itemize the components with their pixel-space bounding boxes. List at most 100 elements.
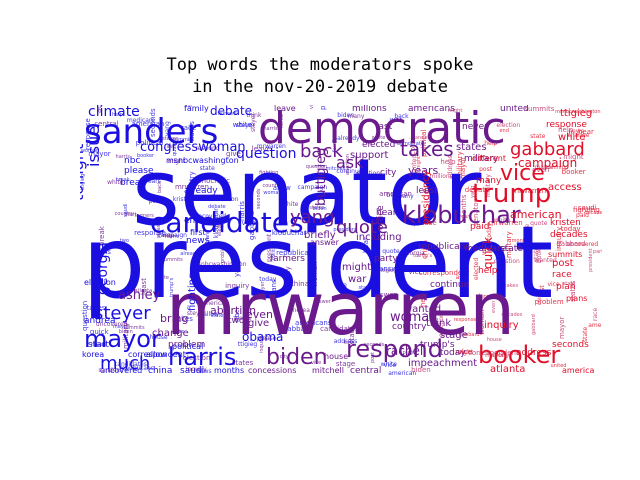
filler-word: vice [383, 361, 397, 369]
word-presidency: presidency [421, 170, 432, 225]
word-including: including [356, 232, 402, 243]
filler-word: state [161, 233, 175, 240]
filler-word: sanders [412, 134, 432, 141]
word-andrea: andrea [84, 316, 116, 326]
filler-word: today [560, 224, 581, 233]
word-democratic: democratic [258, 105, 506, 154]
filler-word: news [568, 127, 584, 135]
filler-word: might [563, 153, 584, 162]
word-americans: americans [408, 105, 455, 114]
filler-word: correspondent [468, 349, 519, 358]
filler-word: vice [457, 347, 473, 356]
filler-word: states [358, 285, 374, 292]
word-issue: issue [84, 125, 103, 167]
filler-word: country [262, 182, 282, 189]
filler-word: republicans [119, 364, 154, 372]
filler-word: ask [166, 143, 176, 150]
filler-word: response [453, 316, 477, 323]
word-political: political [172, 342, 204, 351]
filler-word: question [305, 163, 328, 170]
filler-word: decades [584, 210, 602, 217]
filler-word: inquiry [225, 281, 250, 290]
word-white: white [558, 132, 586, 143]
word-ttigieg: ttigieg [560, 108, 593, 119]
word-race: race [552, 270, 572, 280]
filler-word: even [532, 165, 550, 174]
filler-word: mrwarren [512, 186, 547, 195]
word-election: election [84, 278, 116, 287]
word-end: end [184, 216, 201, 226]
word-house: house [324, 352, 349, 361]
filler-word: kristen [172, 196, 194, 204]
word-debate: debate [210, 105, 253, 118]
filler-word: america [200, 300, 225, 308]
filler-word: american [388, 369, 417, 376]
word-president: president [82, 204, 554, 321]
word-medicare: medicare [464, 244, 507, 254]
filler-word: vice [241, 219, 256, 228]
filler-word: might [447, 107, 463, 114]
filler-word: white [493, 216, 511, 224]
filler-word: gabbard [556, 239, 586, 248]
filler-word: white [380, 361, 397, 369]
word-stage: stage [440, 330, 468, 341]
word-least: least [416, 186, 438, 196]
word-years: years [408, 164, 439, 177]
filler-word: correspondent [418, 269, 470, 278]
filler-word: help [484, 140, 498, 148]
filler-word: states [210, 313, 226, 320]
filler-word: mitchell [325, 165, 346, 172]
word-news: news [186, 236, 210, 246]
filler-word: seconds [363, 341, 385, 348]
word-american: american [510, 208, 562, 221]
filler-word: steyer [162, 135, 178, 142]
filler-word: democratic [396, 140, 425, 147]
word-mayor: mayor [84, 325, 161, 353]
word-china: china [148, 366, 173, 376]
word-uncovered: uncovered [100, 366, 143, 375]
word-republicans: republicans [418, 242, 471, 252]
filler-word: debate [233, 315, 252, 322]
word-answer: answer [310, 238, 339, 247]
filler-word: ask [455, 273, 466, 281]
filler-word: buttigieg [374, 267, 397, 274]
filler-word: biden [118, 328, 133, 335]
filler-word: address [333, 338, 358, 346]
filler-word: think [246, 111, 262, 119]
word-summits: summits [548, 250, 583, 259]
filler-word: gabbard [282, 325, 313, 334]
filler-word: state [199, 164, 215, 172]
filler-word: two [119, 237, 129, 244]
filler-word: america [588, 322, 602, 330]
filler-word: china [289, 280, 309, 289]
filler-word: biden [411, 365, 431, 374]
word-climate: climate [88, 105, 140, 120]
filler-word: house [91, 341, 107, 348]
filler-word: central [94, 120, 119, 129]
filler-word: might [167, 157, 186, 165]
filler-word: georgia [402, 249, 425, 257]
filler-word: many [495, 353, 510, 360]
filler-word: steyer [186, 309, 206, 317]
word-abortion: abortion [210, 304, 257, 317]
filler-word: give [226, 149, 241, 158]
filler-word: many [347, 113, 365, 121]
filler-word: woman [80, 147, 100, 154]
filler-word: question [493, 257, 520, 265]
word-today: today [440, 348, 466, 358]
word-city: city [380, 168, 397, 178]
filler-word: summits [544, 165, 567, 172]
filler-word: mayor [112, 323, 129, 330]
word-decades: decades [550, 230, 588, 240]
filler-word: booker [561, 167, 586, 176]
word-party: party [374, 254, 398, 264]
filler-word: campaign [157, 231, 187, 239]
filler-word: election [356, 170, 381, 178]
filler-word: klobuchar [271, 229, 307, 238]
filler-word: please [413, 219, 437, 228]
word-much: much [100, 353, 151, 374]
filler-word: trump's [412, 252, 433, 259]
filler-word: hear [577, 128, 594, 137]
word-campaign: campaign [518, 156, 578, 170]
word-inquiry: inquiry [484, 320, 519, 331]
